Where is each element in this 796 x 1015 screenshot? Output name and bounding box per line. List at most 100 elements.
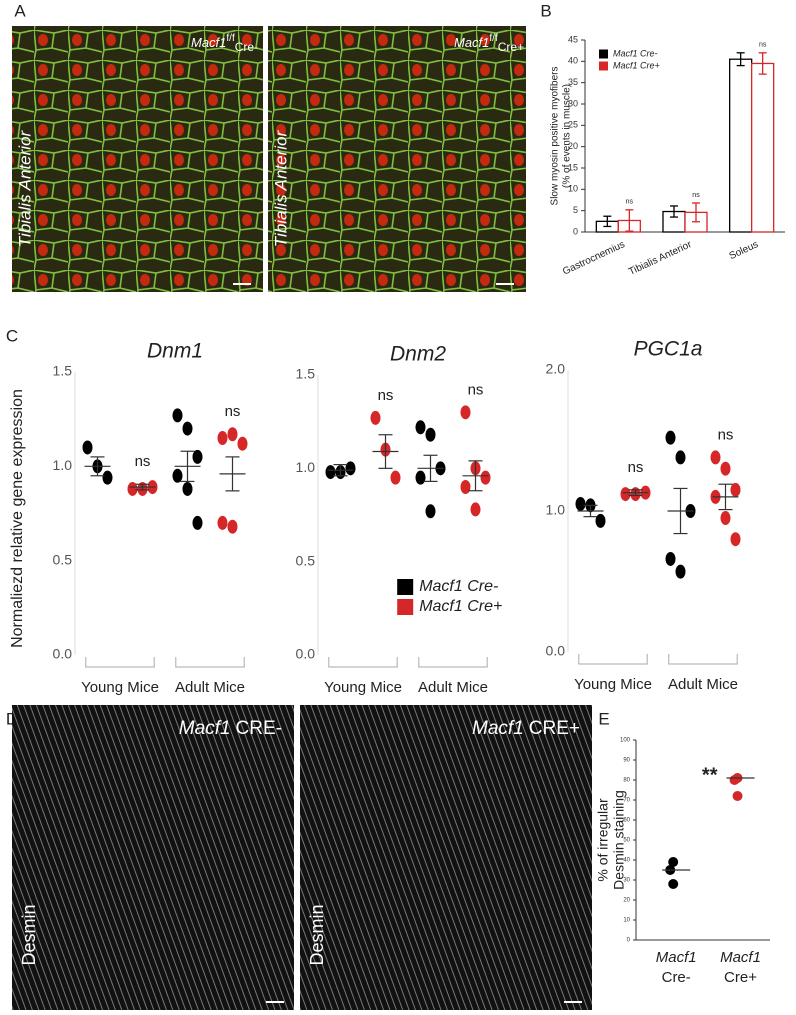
data-point — [415, 470, 426, 485]
genotype-gene: Macf1 — [472, 718, 524, 739]
data-point — [182, 421, 193, 436]
chart-title: Dnm1 — [147, 340, 203, 363]
y-tick-label: 90 — [623, 758, 630, 764]
data-point — [182, 481, 193, 496]
data-point — [192, 449, 203, 464]
annotation: ns — [378, 387, 394, 404]
data-point — [390, 470, 401, 485]
y-tick-label: 0.0 — [546, 643, 566, 659]
data-point — [480, 470, 491, 485]
y-tick-label: 10 — [568, 184, 578, 194]
data-point — [227, 519, 238, 534]
x-tick-label: Macf1 — [720, 949, 761, 966]
group-bracket — [668, 654, 738, 665]
bar — [751, 62, 775, 233]
group-label: Adult Mice — [668, 676, 738, 693]
data-point — [425, 427, 436, 442]
y-tick-label: 35 — [568, 77, 578, 87]
data-point — [370, 410, 381, 425]
y-axis-label: % of irregular — [595, 798, 611, 882]
y-tick-label: 2.0 — [546, 361, 566, 377]
legend-swatch — [599, 61, 608, 71]
x-tick-label: Soleus — [728, 239, 760, 262]
data-point — [729, 775, 740, 785]
y-tick-label: 30 — [568, 98, 578, 108]
data-point — [172, 468, 183, 483]
y-tick-label: 0.5 — [53, 551, 73, 567]
image-label: Desmin — [19, 904, 39, 965]
data-point — [325, 465, 336, 480]
y-tick-label: 40 — [568, 56, 578, 66]
y-tick-label: 0 — [573, 226, 578, 236]
group-bracket — [328, 657, 398, 668]
y-tick-label: 0.0 — [53, 646, 73, 662]
y-axis-label: Normaliezd relative gene expression — [9, 389, 26, 648]
annotation: ns — [468, 381, 484, 398]
legend-label: Macf1 Cre- — [419, 578, 498, 595]
annotation: ** — [702, 764, 718, 786]
y-tick-label: 1.5 — [296, 366, 316, 382]
data-point — [730, 482, 741, 497]
y-axis-label: Slow myosin positive myofibers — [550, 67, 561, 206]
y-axis-label: (% of events in muscle) — [562, 84, 573, 188]
data-point — [470, 502, 481, 517]
group-bracket — [418, 657, 488, 668]
annotation: ns — [135, 453, 151, 470]
y-tick-label: 1.5 — [53, 363, 73, 379]
y-tick-label: 5 — [573, 205, 578, 215]
group-bracket — [578, 654, 648, 665]
genotype-allele: f/f — [226, 33, 235, 44]
image-label: Tibialis Anterior — [271, 129, 290, 247]
data-point — [237, 436, 248, 451]
data-point — [675, 450, 686, 465]
legend-label: Macf1 Cre- — [613, 48, 658, 58]
micrograph — [268, 26, 526, 292]
data-point — [82, 440, 93, 455]
x-tick-label: Tibialis Anterior — [627, 239, 694, 278]
data-point — [710, 450, 721, 465]
data-point — [102, 470, 113, 485]
y-tick-label: 20 — [568, 141, 578, 151]
data-point — [720, 511, 731, 526]
panel-label: E — [598, 709, 609, 728]
panel-label: C — [6, 326, 18, 345]
y-tick-label: 20 — [623, 898, 630, 904]
data-point — [668, 879, 679, 889]
data-point — [217, 431, 228, 446]
data-point — [668, 857, 679, 867]
genotype-cre: CRE- — [236, 718, 282, 739]
data-point — [730, 532, 741, 547]
annotation: ns — [225, 403, 241, 420]
genotype-gene: Macf1 — [191, 35, 226, 50]
bar — [729, 58, 753, 233]
legend-swatch — [397, 579, 414, 595]
y-tick-label: 60 — [623, 818, 630, 824]
data-point — [720, 461, 731, 476]
genotype-cre: CRE+ — [529, 718, 580, 739]
y-tick-label: 50 — [623, 838, 630, 844]
y-tick-label: 25 — [568, 120, 578, 130]
y-tick-label: 0.0 — [296, 646, 316, 662]
genotype-gene: Macf1 — [179, 718, 231, 739]
legend-label: Macf1 Cre+ — [613, 60, 660, 70]
y-axis-label: Desmin staining — [611, 790, 627, 890]
annotation: ns — [718, 426, 734, 443]
y-tick-label: 100 — [620, 738, 631, 744]
y-tick-label: 30 — [623, 878, 630, 884]
panel-label: A — [14, 1, 26, 20]
genotype-cre: Cre+ — [498, 40, 524, 54]
data-point — [217, 515, 228, 530]
micrograph — [300, 705, 592, 1010]
legend-label: Macf1 Cre+ — [419, 598, 502, 615]
data-point — [415, 420, 426, 435]
image-title: Macf1f/fCre+ — [454, 33, 524, 55]
x-tick-label: Gastrocnemius — [561, 239, 627, 277]
y-tick-label: 0.5 — [296, 552, 316, 568]
data-point — [345, 461, 356, 476]
group-label: Young Mice — [574, 676, 652, 693]
y-tick-label: 1.0 — [53, 457, 73, 473]
data-point — [425, 504, 436, 519]
data-point — [620, 487, 631, 502]
y-tick-label: 70 — [623, 798, 630, 804]
y-tick-label: 15 — [568, 162, 578, 172]
